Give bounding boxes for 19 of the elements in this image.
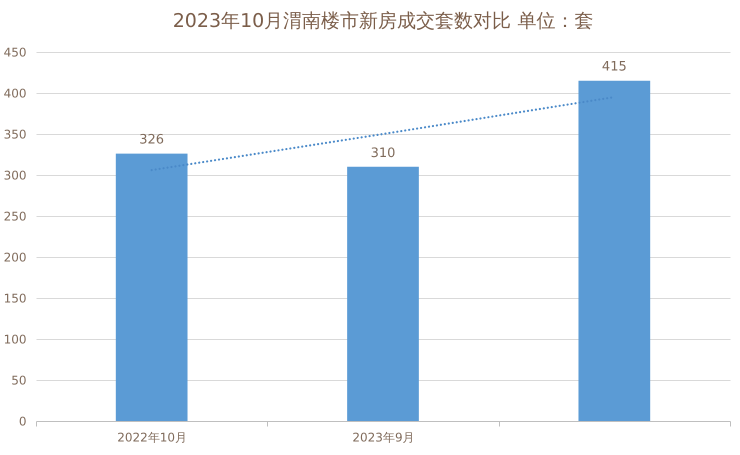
- y-tick-label: 100: [4, 332, 26, 346]
- data-label: 326: [139, 132, 164, 148]
- bar: [578, 80, 650, 421]
- x-tick-label: 2022年10月: [117, 430, 188, 444]
- data-label: 310: [370, 146, 396, 161]
- chart-title: 2023年10月渭南楼市新房成交套数对比 单位：套: [172, 10, 594, 32]
- bar: [347, 166, 419, 421]
- data-label: 415: [602, 60, 627, 75]
- y-tick-label: 200: [4, 250, 26, 264]
- y-tick-label: 250: [4, 210, 26, 224]
- y-tick-label: 350: [4, 128, 26, 142]
- bar: [116, 154, 188, 421]
- y-tick-label: 450: [4, 46, 26, 60]
- y-tick-label: 400: [4, 86, 26, 100]
- y-tick-label: 0: [18, 414, 26, 428]
- y-tick-label: 150: [4, 292, 26, 306]
- y-tick-label: 50: [11, 374, 26, 388]
- y-tick-label: 300: [4, 168, 26, 182]
- x-tick-label: 2023年9月: [352, 430, 415, 444]
